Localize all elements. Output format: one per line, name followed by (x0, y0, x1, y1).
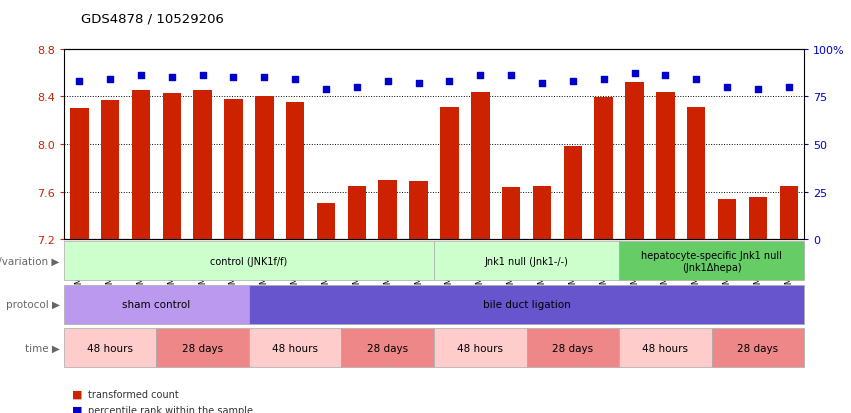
Bar (717, 199, 736, 240)
Bar (619, 328, 711, 368)
Bar (780, 186, 798, 240)
Bar (619, 242, 804, 281)
Bar (341, 328, 434, 368)
Bar (157, 328, 248, 368)
Bar (687, 108, 705, 240)
Bar (193, 91, 212, 240)
Point (412, 81, 426, 87)
Bar (317, 204, 335, 240)
Point (196, 73, 209, 79)
Bar (100, 101, 119, 240)
Point (782, 84, 796, 91)
Bar (70, 109, 89, 240)
Bar (434, 328, 527, 368)
Text: time ▶: time ▶ (25, 343, 60, 353)
Text: GDS4878 / 10529206: GDS4878 / 10529206 (81, 12, 224, 25)
Text: hepatocyte-specific Jnk1 null
(Jnk1Δhepa): hepatocyte-specific Jnk1 null (Jnk1Δhepa… (641, 250, 782, 272)
Text: ■: ■ (72, 389, 83, 399)
Bar (64, 285, 248, 324)
Bar (132, 91, 150, 240)
Point (258, 75, 271, 81)
Point (165, 75, 179, 81)
Text: sham control: sham control (123, 299, 191, 310)
Text: 48 hours: 48 hours (272, 343, 318, 353)
Bar (286, 103, 305, 240)
Bar (656, 93, 675, 240)
Bar (471, 93, 489, 240)
Bar (64, 328, 157, 368)
Text: genotype/variation ▶: genotype/variation ▶ (0, 256, 60, 266)
Text: 28 days: 28 days (737, 343, 779, 353)
Point (226, 75, 240, 81)
Text: 28 days: 28 days (367, 343, 408, 353)
Text: ■: ■ (72, 405, 83, 413)
Bar (711, 328, 804, 368)
Point (473, 73, 487, 79)
Text: 28 days: 28 days (552, 343, 593, 353)
Bar (533, 186, 551, 240)
Point (288, 77, 302, 83)
Bar (248, 285, 804, 324)
Bar (248, 328, 341, 368)
Point (443, 78, 456, 85)
Text: Jnk1 null (Jnk1-/-): Jnk1 null (Jnk1-/-) (484, 256, 568, 266)
Point (597, 77, 610, 83)
Bar (255, 97, 273, 240)
Text: 48 hours: 48 hours (457, 343, 503, 353)
Bar (625, 83, 643, 240)
Point (72, 78, 86, 85)
Point (689, 77, 703, 83)
Point (319, 86, 333, 93)
Bar (527, 328, 619, 368)
Bar (440, 108, 459, 240)
Bar (347, 186, 366, 240)
Bar (749, 198, 767, 240)
Text: control (JNK1f/f): control (JNK1f/f) (210, 256, 288, 266)
Text: transformed count: transformed count (88, 389, 179, 399)
Point (103, 77, 117, 83)
Point (381, 78, 395, 85)
Bar (434, 242, 619, 281)
Point (566, 78, 580, 85)
Point (134, 73, 148, 79)
Point (720, 84, 734, 91)
Text: bile duct ligation: bile duct ligation (483, 299, 570, 310)
Point (628, 71, 642, 78)
Bar (379, 180, 397, 240)
Bar (409, 181, 428, 240)
Bar (594, 98, 613, 240)
Point (350, 84, 363, 91)
Bar (163, 93, 181, 240)
Point (535, 81, 549, 87)
Text: 48 hours: 48 hours (643, 343, 688, 353)
Text: protocol ▶: protocol ▶ (6, 299, 60, 310)
Point (751, 86, 765, 93)
Text: 28 days: 28 days (182, 343, 223, 353)
Point (505, 73, 518, 79)
Bar (224, 100, 243, 240)
Point (659, 73, 672, 79)
Bar (563, 147, 582, 240)
Text: 48 hours: 48 hours (87, 343, 133, 353)
Bar (64, 242, 434, 281)
Text: percentile rank within the sample: percentile rank within the sample (88, 405, 253, 413)
Bar (502, 187, 520, 240)
